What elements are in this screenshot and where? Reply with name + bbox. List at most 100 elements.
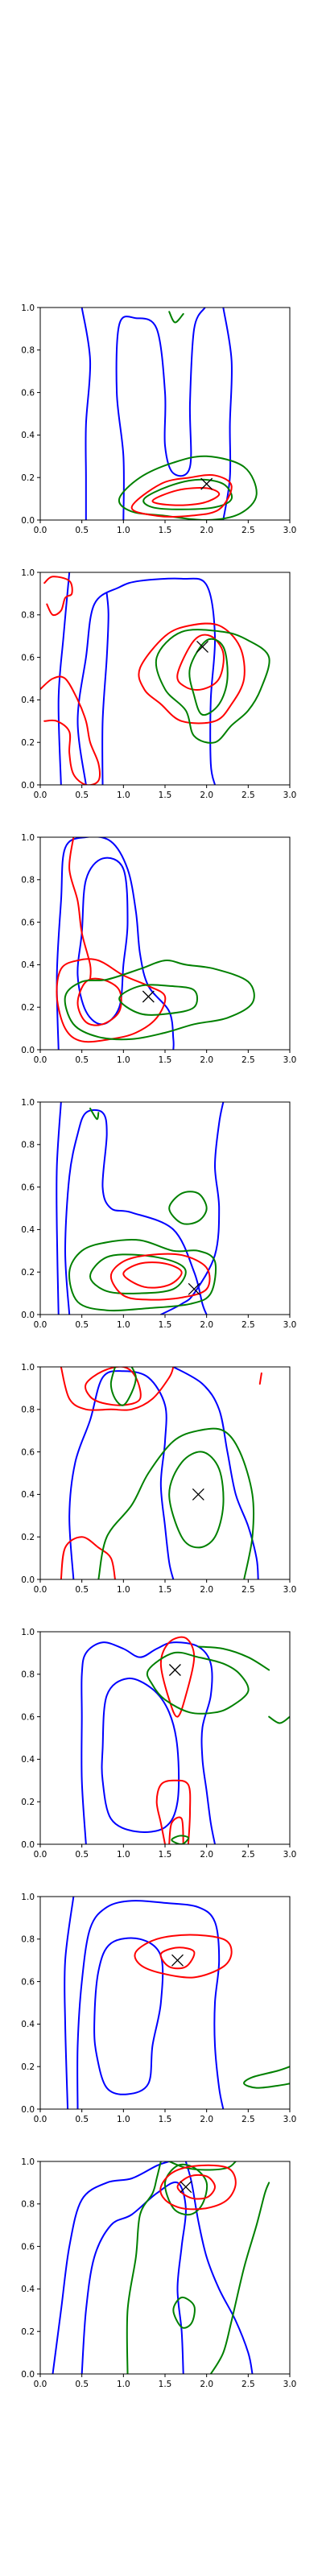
blue-contour-line (184, 2161, 254, 2374)
y-tick-label: 0.2 (21, 2062, 35, 2072)
y-tick-label: 1.0 (21, 1363, 35, 1373)
x-tick-label: 1.0 (117, 1850, 130, 1860)
y-tick-label: 0.4 (21, 431, 35, 440)
red-contour-line (176, 2174, 216, 2200)
y-tick-label: 0.2 (21, 1268, 35, 1278)
contour-panel-2: 0.0 0.5 1.0 1.5 2.0 2.5 3.0 0.0 0.2 0.4 0.6 0.8 1.0 (21, 568, 296, 800)
x-tick-label: 1.5 (159, 2115, 172, 2124)
green-contour-line (209, 2182, 270, 2374)
y-tick-label: 0.8 (21, 876, 35, 886)
y-tick-label: 0.8 (21, 1935, 35, 1945)
x-tick-label: 1.0 (117, 1320, 130, 1330)
red-contour-line (109, 1253, 211, 1301)
y-tick-label: 0.2 (21, 738, 35, 748)
green-contour-line (126, 2161, 162, 2374)
y-tick-label: 0.4 (21, 1490, 35, 1500)
y-tick-label: 1.0 (21, 1628, 35, 1637)
x-tick-label: 1.5 (159, 1320, 172, 1330)
y-tick-label: 0.2 (21, 473, 35, 483)
red-contour-line (159, 2164, 237, 2211)
red-contour-line (122, 1261, 183, 1289)
y-tick-label: 0.8 (21, 346, 35, 356)
plot-area (56, 837, 255, 1050)
y-tick-label: 0.4 (21, 1225, 35, 1235)
x-tick-label: 1.5 (159, 2380, 172, 2389)
x-tick-label: 0.0 (34, 1320, 47, 1330)
axes-frame (39, 836, 291, 1051)
red-contour-line (43, 576, 73, 617)
y-tick-label: 0.6 (21, 1447, 35, 1457)
blue-contour-line (80, 1641, 216, 1844)
blue-contour-line (80, 2181, 187, 2374)
x-tick-label: 1.0 (117, 1585, 130, 1595)
x-tick-label: 2.5 (242, 1320, 255, 1330)
x-tick-label: 3.0 (283, 1320, 297, 1330)
plot-area (80, 308, 258, 520)
x-tick-label: 2.5 (242, 791, 255, 800)
y-tick-label: 0.6 (21, 388, 35, 398)
blue-contour-line (101, 1677, 180, 1833)
y-tick-label: 0.0 (21, 2105, 35, 2115)
red-contour-line (130, 473, 233, 518)
blue-contour-line (56, 1102, 62, 1315)
y-tick-label: 0.6 (21, 918, 35, 927)
x-tick-label: 2.0 (200, 1585, 213, 1595)
blue-contour-line (101, 592, 109, 785)
blue-contour-line (76, 857, 129, 1026)
blue-contour-line (93, 1937, 164, 2095)
axes-frame (39, 1366, 291, 1580)
red-contour-line (85, 1367, 142, 1406)
contour-panel-4: 0.0 0.5 1.0 1.5 2.0 2.5 3.0 0.0 0.2 0.4 0.6 0.8 1.0 (21, 1098, 296, 1330)
red-contour-line (60, 1367, 175, 1411)
green-contour-line (243, 2066, 290, 2089)
x-tick-label: 1.5 (159, 1585, 172, 1595)
blue-contour-line (68, 1370, 175, 1579)
x-marker-stroke (168, 1664, 181, 1676)
x-tick-label: 1.5 (159, 1850, 172, 1860)
y-tick-label: 0.6 (21, 2242, 35, 2252)
contour-panel-8: 0.0 0.5 1.0 1.5 2.0 2.5 3.0 0.0 0.2 0.4 0.6 0.8 1.0 (21, 2157, 296, 2389)
x-tick-label: 3.0 (283, 1055, 297, 1065)
x-marker-stroke (188, 1282, 200, 1295)
y-tick-label: 0.0 (21, 2370, 35, 2380)
y-tick-label: 1.0 (21, 568, 35, 578)
y-tick-label: 0.4 (21, 1755, 35, 1765)
green-contour-line (89, 1253, 187, 1294)
y-tick-label: 0.0 (21, 1311, 35, 1320)
x-marker (180, 2181, 192, 2194)
x-tick-label: 2.5 (242, 2380, 255, 2389)
y-tick-label: 1.0 (21, 1098, 35, 1108)
green-contour-line (142, 478, 233, 510)
y-tick-label: 0.8 (21, 1406, 35, 1415)
x-tick-label: 2.5 (242, 1585, 255, 1595)
red-contour-line (68, 837, 92, 980)
contour-panel-1: 0.0 0.5 1.0 1.5 2.0 2.5 3.0 0.0 0.2 0.4 0.6 0.8 1.0 (21, 303, 296, 535)
y-tick-label: 1.0 (21, 1893, 35, 1902)
x-tick-label: 0.5 (75, 2380, 89, 2389)
green-contour-line (109, 1367, 137, 1406)
x-marker (142, 990, 155, 1003)
green-contour-line (268, 1715, 290, 1724)
x-tick-label: 0.5 (75, 1320, 89, 1330)
x-tick-label: 2.0 (200, 791, 213, 800)
green-contour-line (168, 1451, 225, 1549)
x-tick-label: 0.5 (75, 2115, 89, 2124)
x-tick-label: 0.5 (75, 791, 89, 800)
green-contour-line (155, 629, 270, 744)
x-tick-label: 2.0 (200, 1850, 213, 1860)
plot-area (52, 2161, 270, 2374)
blue-contour-line (52, 2161, 171, 2374)
x-tick-label: 0.0 (34, 1055, 47, 1065)
plot-area (40, 572, 270, 785)
axes-frame (39, 1631, 291, 1845)
x-tick-label: 2.0 (200, 1055, 213, 1065)
x-marker-stroke (180, 2181, 192, 2194)
red-contour-line (155, 1779, 192, 1844)
y-tick-label: 0.0 (21, 1840, 35, 1850)
x-tick-label: 2.5 (242, 2115, 255, 2124)
x-marker-stroke (171, 1954, 184, 1967)
green-contour-line (68, 1238, 217, 1312)
y-tick-label: 0.0 (21, 781, 35, 791)
red-contour-line (159, 1636, 196, 1718)
